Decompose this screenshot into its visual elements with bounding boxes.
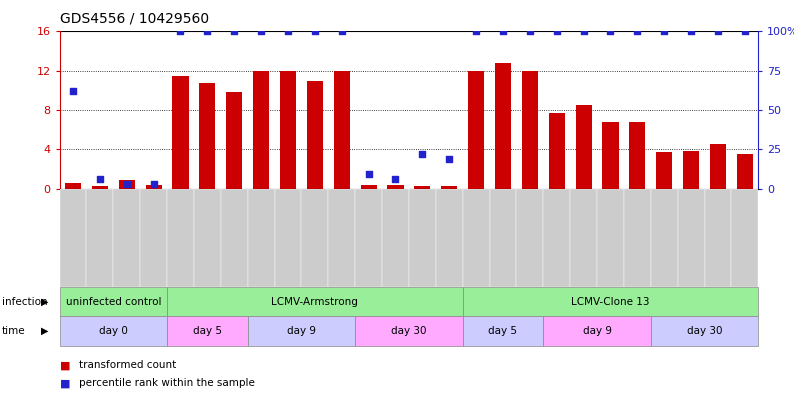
Point xyxy=(255,28,268,35)
Point xyxy=(604,28,617,35)
Text: day 30: day 30 xyxy=(391,326,426,336)
Bar xyxy=(570,189,597,287)
Bar xyxy=(306,81,323,189)
Bar xyxy=(516,189,543,287)
Text: LCMV-Armstrong: LCMV-Armstrong xyxy=(272,297,358,307)
Point xyxy=(362,171,375,178)
Bar xyxy=(436,189,463,287)
Bar xyxy=(490,189,516,287)
Bar xyxy=(468,71,484,189)
Bar xyxy=(387,185,403,189)
Bar xyxy=(382,189,409,287)
Point xyxy=(684,28,697,35)
Text: time: time xyxy=(2,326,25,336)
Bar xyxy=(597,189,624,287)
Point xyxy=(174,28,187,35)
Bar xyxy=(248,189,275,287)
Point xyxy=(470,28,483,35)
Point xyxy=(147,181,160,187)
Point xyxy=(550,28,563,35)
Point xyxy=(282,28,295,35)
Bar xyxy=(624,189,651,287)
Bar xyxy=(576,105,592,189)
Text: LCMV-Clone 13: LCMV-Clone 13 xyxy=(571,297,649,307)
Text: GDS4556 / 10429560: GDS4556 / 10429560 xyxy=(60,12,209,26)
Bar xyxy=(118,180,135,189)
Bar xyxy=(731,189,758,287)
Bar xyxy=(677,189,704,287)
Text: transformed count: transformed count xyxy=(79,360,176,371)
Point xyxy=(121,181,133,187)
Text: ▶: ▶ xyxy=(41,326,48,336)
Bar xyxy=(333,71,350,189)
Bar xyxy=(194,189,221,287)
Bar xyxy=(630,122,646,189)
Text: ■: ■ xyxy=(60,360,70,371)
Text: infection: infection xyxy=(2,297,47,307)
Point xyxy=(309,28,322,35)
Bar xyxy=(704,189,731,287)
Text: day 30: day 30 xyxy=(687,326,723,336)
Point xyxy=(201,28,214,35)
Bar xyxy=(683,151,700,189)
Point xyxy=(631,28,644,35)
Bar xyxy=(651,189,677,287)
Bar xyxy=(221,189,248,287)
Text: day 5: day 5 xyxy=(193,326,222,336)
Bar xyxy=(549,113,565,189)
Text: day 9: day 9 xyxy=(583,326,611,336)
Bar xyxy=(280,71,296,189)
Point xyxy=(443,156,456,162)
Bar xyxy=(603,122,619,189)
Bar xyxy=(710,144,726,189)
Bar xyxy=(199,83,215,189)
Bar xyxy=(145,185,162,189)
Bar xyxy=(226,92,242,189)
Bar xyxy=(355,189,382,287)
Bar xyxy=(302,189,328,287)
Text: day 9: day 9 xyxy=(287,326,316,336)
Bar xyxy=(328,189,355,287)
Bar xyxy=(167,189,194,287)
Point xyxy=(738,28,751,35)
Bar xyxy=(495,63,511,189)
Point xyxy=(94,176,106,182)
Bar xyxy=(543,189,570,287)
Bar xyxy=(275,189,302,287)
Point xyxy=(523,28,536,35)
Text: percentile rank within the sample: percentile rank within the sample xyxy=(79,378,256,388)
Bar xyxy=(253,71,269,189)
Text: ■: ■ xyxy=(60,378,70,388)
Bar xyxy=(141,189,167,287)
Bar xyxy=(172,75,188,189)
Text: uninfected control: uninfected control xyxy=(66,297,161,307)
Bar xyxy=(60,189,87,287)
Point xyxy=(416,151,429,157)
Bar xyxy=(441,185,457,189)
Bar xyxy=(737,154,753,189)
Point xyxy=(496,28,509,35)
Bar xyxy=(409,189,436,287)
Point xyxy=(389,176,402,182)
Bar xyxy=(114,189,141,287)
Point xyxy=(335,28,348,35)
Bar xyxy=(92,185,108,189)
Bar xyxy=(656,152,673,189)
Text: day 5: day 5 xyxy=(488,326,518,336)
Bar xyxy=(87,189,114,287)
Text: ▶: ▶ xyxy=(41,297,48,307)
Bar xyxy=(360,185,376,189)
Point xyxy=(658,28,671,35)
Bar xyxy=(463,189,490,287)
Bar xyxy=(522,71,538,189)
Bar xyxy=(65,183,81,189)
Point xyxy=(228,28,241,35)
Point xyxy=(577,28,590,35)
Point xyxy=(67,88,79,94)
Point xyxy=(711,28,724,35)
Bar xyxy=(414,185,430,189)
Text: day 0: day 0 xyxy=(99,326,128,336)
